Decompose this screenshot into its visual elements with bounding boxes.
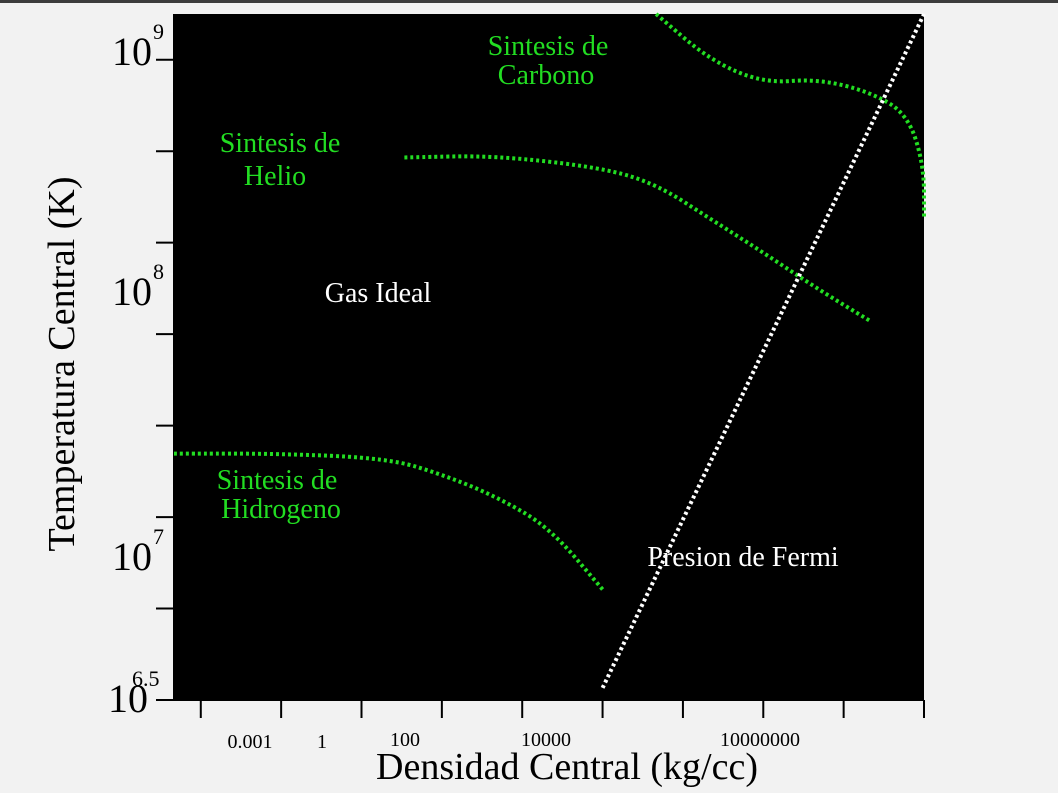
fermi-pressure-label: Presion de Fermi: [647, 542, 839, 573]
helium-label-line2: Helio: [244, 161, 306, 192]
x-ticks: [199, 700, 925, 718]
x-axis-title: Densidad Central (kg/cc): [376, 746, 758, 788]
hydrogen-label-line2: Hidrogeno: [221, 494, 341, 525]
y-ticks: [156, 58, 174, 701]
ytick-label-1e9: 109: [112, 19, 164, 74]
ytick-label-1e8: 108: [112, 259, 164, 314]
ytick-label-1e7: 107: [112, 524, 164, 579]
carbon-burning-curve: [654, 12, 926, 219]
xtick-label-10000000: 10000000: [720, 729, 800, 751]
curves: [174, 12, 926, 689]
xtick-label-10000: 10000: [521, 729, 571, 751]
hydrogen-burning-curve: [174, 451, 605, 591]
carbon-label-line2: Carbono: [498, 60, 594, 91]
carbon-label-line1: Sintesis de: [488, 31, 609, 62]
helium-burning-curve: [404, 154, 872, 323]
fermi-pressure-line: [600, 13, 926, 689]
xtick-label-100: 100: [390, 729, 420, 751]
y-axis-title: Temperatura Central (K): [41, 176, 83, 551]
window-top-border: [0, 0, 1058, 3]
xtick-label-1: 1: [317, 731, 327, 753]
gas-ideal-label: Gas Ideal: [325, 278, 432, 309]
hydrogen-label-line1: Sintesis de: [217, 465, 338, 496]
ytick-label-1e6.5: 106.5: [108, 666, 160, 721]
helium-label-line1: Sintesis de: [220, 128, 341, 159]
xtick-label-0.001: 0.001: [228, 731, 273, 753]
plot-area: [174, 14, 924, 700]
